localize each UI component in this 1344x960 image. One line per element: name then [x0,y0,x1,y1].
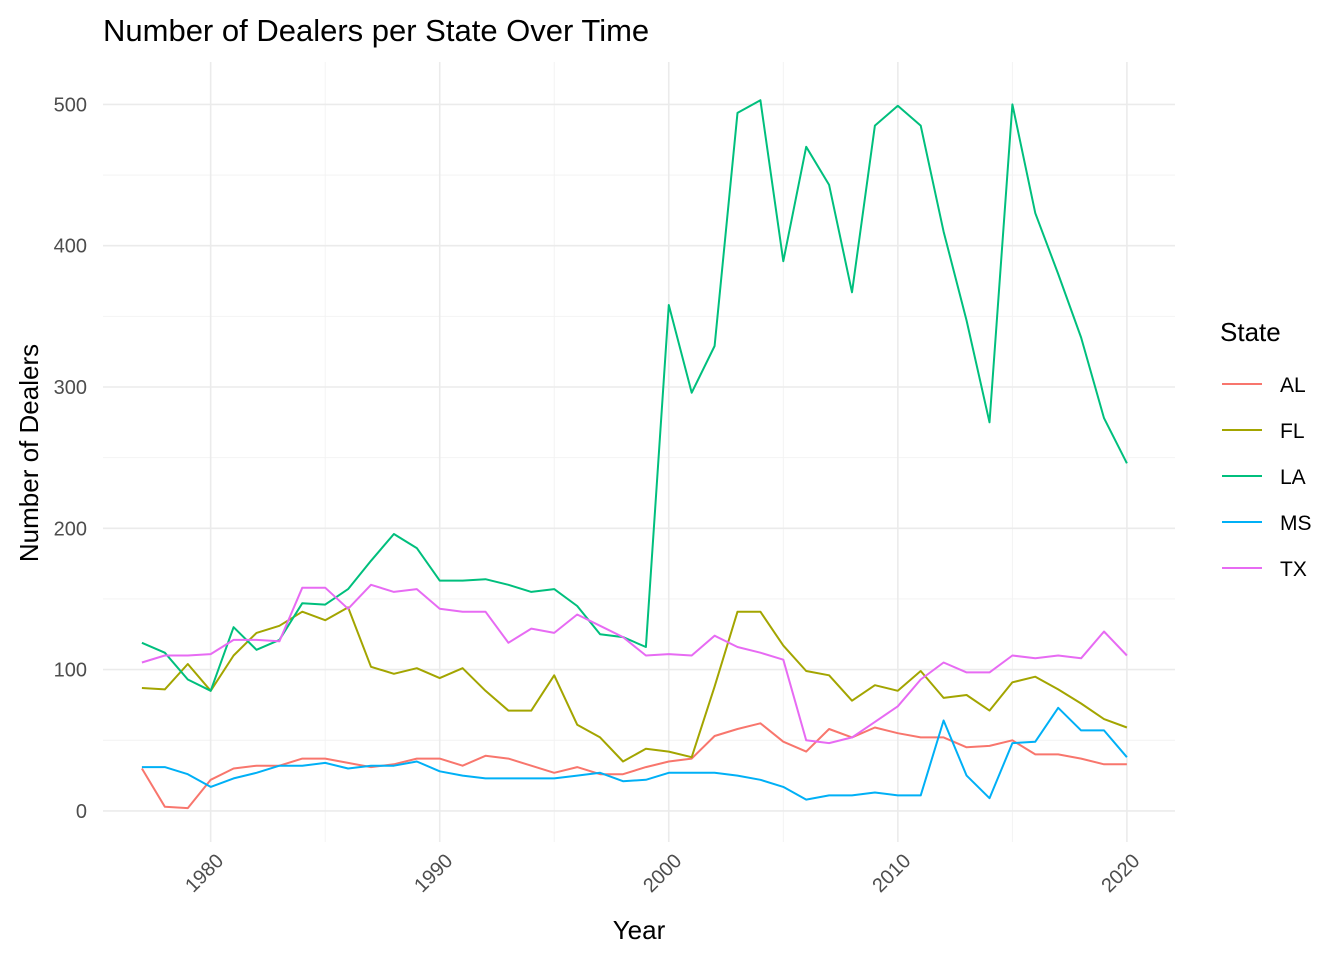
y-tick-label: 100 [54,660,87,682]
y-tick-label: 500 [54,94,87,116]
y-tick-label: 300 [54,377,87,399]
legend-label-la: LA [1280,466,1306,489]
legend-label-tx: TX [1280,558,1307,581]
x-tick-label: 2000 [639,850,686,897]
series-line-tx [141,583,1128,745]
legend: State AL FL LA MS TX [1220,317,1312,581]
major-gridlines [103,62,1175,842]
y-tick-label: 0 [76,801,87,823]
series-line-ms [141,706,1128,801]
y-tick-labels: 0 100 200 300 400 500 [54,94,87,823]
legend-label-fl: FL [1280,420,1305,443]
series-line-al [141,722,1127,810]
legend-label-al: AL [1280,374,1306,397]
x-tick-label: 2020 [1097,850,1144,897]
y-tick-label: 400 [54,236,87,258]
legend-label-ms: MS [1280,512,1312,535]
x-tick-label: 2010 [868,850,915,897]
y-tick-label: 200 [54,518,87,540]
minor-gridlines [103,62,1175,842]
x-tick-labels: 1980 1990 2000 2010 2020 [181,850,1144,897]
series-lines [141,99,1128,810]
x-axis-title: Year [613,915,666,945]
x-tick-label: 1980 [181,850,228,897]
chart-title: Number of Dealers per State Over Time [103,13,649,48]
legend-title: State [1220,317,1281,347]
y-axis-title: Number of Dealers [14,344,44,562]
legend-items: AL FL LA MS TX [1222,374,1312,581]
x-tick-label: 1990 [410,850,457,897]
series-line-la [141,99,1128,692]
series-line-fl [141,606,1128,763]
